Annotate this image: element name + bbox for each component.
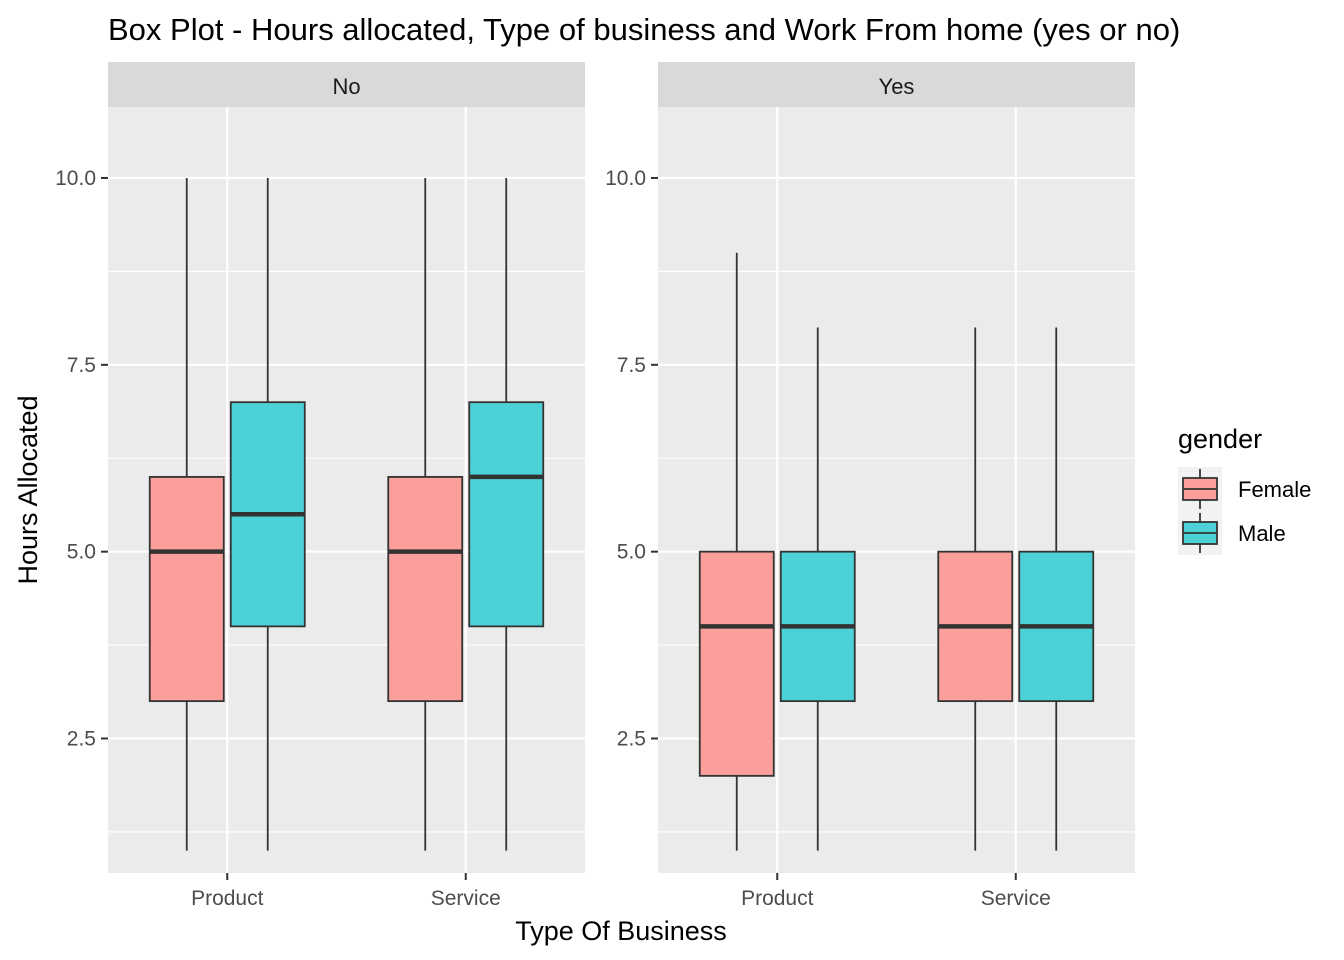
chart-title: Box Plot - Hours allocated, Type of busi… xyxy=(108,12,1180,47)
y-tick-label: 5.0 xyxy=(617,541,646,564)
box-body xyxy=(387,476,464,703)
facet-strip-label: No xyxy=(332,74,360,99)
box-body xyxy=(468,401,545,628)
box-service-female xyxy=(387,177,464,851)
legend-title: gender xyxy=(1178,424,1262,454)
y-tick-label: 5.0 xyxy=(67,541,96,564)
legend-label: Female xyxy=(1238,477,1311,502)
x-tick-label: Product xyxy=(191,887,264,910)
facet-strip xyxy=(658,62,1135,107)
y-tick-label: 10.0 xyxy=(605,167,646,190)
facet-strip xyxy=(108,62,585,107)
legend-item-female: Female xyxy=(1178,467,1311,511)
box-service-male xyxy=(468,177,545,851)
box-body xyxy=(148,476,225,703)
box-product-female xyxy=(698,252,775,851)
box-product-male xyxy=(229,177,306,851)
panel-yes: Yes 2.5 5.0 7.5 10.0 Product Service xyxy=(605,62,1135,910)
x-tick-label: Product xyxy=(741,887,814,910)
x-axis-title: Type Of Business xyxy=(515,916,727,946)
legend-item-male: Male xyxy=(1178,511,1286,555)
box-body xyxy=(698,550,775,777)
legend: gender Female Male xyxy=(1178,424,1311,555)
box-service-female xyxy=(937,327,1014,851)
y-tick-label: 7.5 xyxy=(67,354,96,377)
y-tick-label: 7.5 xyxy=(617,354,646,377)
box-product-male xyxy=(779,327,856,851)
facet-panels: No 2.5 5.0 7.5 10.0 Product Service Yes 2.5 5.0 7.… xyxy=(55,62,1135,910)
x-tick-label: Service xyxy=(431,887,501,910)
panel-no: No 2.5 5.0 7.5 10.0 Product Service xyxy=(55,62,585,910)
box-service-male xyxy=(1018,327,1095,851)
y-tick-label: 2.5 xyxy=(67,727,96,750)
legend-label: Male xyxy=(1238,521,1286,546)
y-tick-label: 10.0 xyxy=(55,167,96,190)
box-product-female xyxy=(148,177,225,851)
facet-strip-label: Yes xyxy=(879,74,915,99)
y-tick-label: 2.5 xyxy=(617,727,646,750)
x-tick-label: Service xyxy=(981,887,1051,910)
y-axis-title: Hours Allocated xyxy=(13,395,43,584)
